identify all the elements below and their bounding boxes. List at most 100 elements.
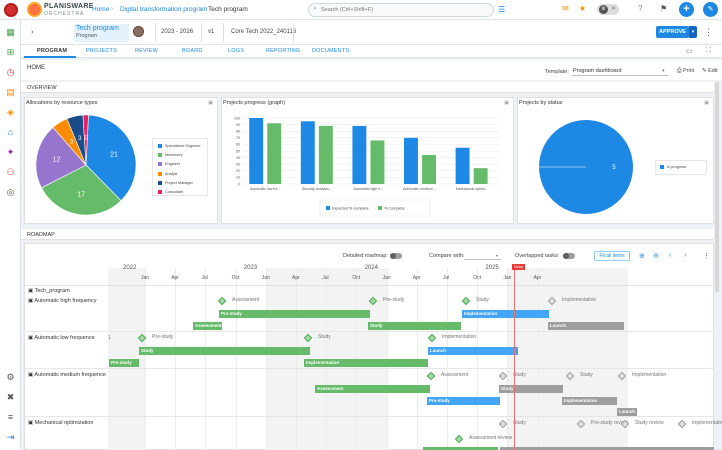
roadmap-row-label[interactable]: ▣ Automatic low frequence: [28, 335, 95, 341]
close-icon[interactable]: ✕: [611, 6, 617, 12]
tab-projects[interactable]: PROJECTS: [86, 48, 117, 54]
bar[interactable]: [404, 137, 418, 184]
tools-icon[interactable]: ✖: [6, 392, 15, 402]
bar[interactable]: [473, 168, 488, 184]
task-bar[interactable]: Implementation: [562, 397, 617, 405]
task-bar[interactable]: Pre-study: [109, 359, 139, 367]
today-line: [514, 268, 515, 450]
chevron-right-icon[interactable]: ›: [684, 252, 687, 259]
sliders-icon[interactable]: ≡: [7, 412, 14, 422]
approve-button[interactable]: APPROVE: [656, 26, 689, 38]
pie-slice[interactable]: [82, 114, 89, 166]
roadmap-row-label[interactable]: ▣ Automatic high frequency: [28, 298, 97, 304]
user-avatar[interactable]: [4, 3, 18, 17]
roadmap-row-label[interactable]: ▣ Automatic medium frequence: [28, 372, 106, 378]
bar[interactable]: [300, 121, 315, 184]
task-bar[interactable]: Pre-study: [427, 397, 500, 405]
more-vertical-icon[interactable]: ⋮: [704, 27, 713, 37]
bar[interactable]: [370, 140, 385, 184]
task-bar[interactable]: Launch: [548, 322, 624, 330]
overlap-toggle[interactable]: [563, 253, 575, 259]
bar[interactable]: [422, 154, 437, 184]
tab-program[interactable]: PROGRAM: [37, 48, 68, 54]
task-bar[interactable]: Assessment: [193, 322, 222, 330]
owner-avatar[interactable]: [133, 26, 144, 37]
help-icon[interactable]: ?: [638, 4, 643, 13]
tab-reporting[interactable]: REPORTING: [266, 48, 301, 54]
sidebar: [0, 20, 21, 450]
task-bar[interactable]: Assessment: [315, 385, 430, 393]
team-icon[interactable]: ⚇: [6, 167, 15, 177]
info-icon[interactable]: ▣: [504, 100, 510, 106]
clock-icon[interactable]: ◷: [6, 67, 15, 77]
task-bar[interactable]: Study: [368, 322, 461, 330]
pie-slice[interactable]: [85, 114, 137, 202]
gear-icon[interactable]: ⚙: [6, 372, 15, 382]
zoom-in-icon[interactable]: ⊕: [639, 253, 645, 260]
add-button[interactable]: +: [679, 2, 694, 17]
filter-icon[interactable]: ☰: [498, 5, 506, 14]
pin-button[interactable]: ✎: [703, 2, 718, 17]
roadmap-row-label[interactable]: ▣ Mechanical optimization: [28, 420, 94, 426]
dashboard-icon[interactable]: ▦: [6, 27, 15, 37]
more-vertical-icon[interactable]: ⋮: [703, 253, 710, 260]
task-bar[interactable]: Launch: [617, 408, 637, 416]
pie-slice[interactable]: [35, 127, 87, 189]
tab-review[interactable]: REVIEW: [135, 48, 158, 54]
chevron-left-icon[interactable]: ‹: [669, 252, 672, 259]
pie-slice[interactable]: [41, 164, 122, 216]
breadcrumb-home[interactable]: Home: [92, 6, 110, 13]
search-input[interactable]: [321, 4, 489, 16]
fullscreen-icon[interactable]: ⛶: [706, 47, 711, 54]
folder-icon[interactable]: ▤: [6, 87, 15, 97]
breadcrumb-program[interactable]: Digital transformation program: [120, 6, 208, 13]
flag-icon[interactable]: ⚑: [660, 4, 668, 13]
tab-board[interactable]: BOARD: [182, 48, 203, 54]
pie-value-label: 3: [78, 136, 82, 142]
task-bar[interactable]: Launch: [428, 347, 518, 355]
expand-chevron-icon[interactable]: ›: [31, 27, 34, 36]
star-icon[interactable]: ★: [579, 4, 587, 13]
logout-icon[interactable]: ⇥: [6, 432, 15, 442]
zoom-out-icon[interactable]: ⊖: [653, 253, 659, 260]
mail-icon[interactable]: ✉: [562, 4, 569, 13]
resources-icon[interactable]: ✦: [6, 147, 15, 157]
milestone-label: Study: [580, 372, 593, 378]
task-bar-partial[interactable]: [500, 447, 714, 450]
bar[interactable]: [267, 123, 282, 184]
settings-icon[interactable]: ⚙: [599, 5, 608, 14]
house-icon[interactable]: ⌂: [7, 127, 14, 137]
month-label: Jul: [322, 275, 329, 281]
task-bar[interactable]: Implementation: [462, 310, 549, 318]
tab-logs[interactable]: LOGS: [228, 48, 245, 54]
bar[interactable]: [318, 125, 333, 184]
finance-icon[interactable]: ◎: [6, 187, 15, 197]
task-bar[interactable]: Study: [139, 347, 310, 355]
bar[interactable]: [455, 147, 470, 184]
toggle-switch[interactable]: [597, 4, 619, 15]
print-button[interactable]: ⎙ Print: [677, 68, 695, 74]
bar[interactable]: [352, 125, 367, 184]
bar[interactable]: [249, 118, 264, 184]
approve-dropdown-button[interactable]: ▾: [689, 26, 697, 38]
y-tick-label: 70: [236, 136, 240, 140]
fit-all-button[interactable]: Fit all items: [594, 251, 630, 261]
task-bar[interactable]: Study: [499, 385, 563, 393]
edit-button[interactable]: ✎ Edit: [702, 68, 718, 74]
tab-documents[interactable]: DOCUMENTS: [312, 48, 350, 54]
projects-icon[interactable]: ⊞: [6, 47, 15, 57]
detailed-roadmap-toggle[interactable]: [390, 253, 402, 259]
scrollbar[interactable]: [715, 82, 719, 292]
pie-value-label: 5: [612, 165, 616, 171]
task-bar-partial[interactable]: [423, 447, 498, 450]
info-icon[interactable]: ▣: [208, 100, 214, 106]
print-label: Print: [682, 68, 695, 74]
template-select[interactable]: Program dashboard: [572, 67, 668, 76]
x-tick-label: Security analysis...: [302, 187, 332, 191]
task-bar[interactable]: Implementation: [304, 359, 428, 367]
task-bar[interactable]: Pre-study: [219, 310, 370, 318]
compare-select[interactable]: [464, 253, 501, 260]
info-icon[interactable]: ▣: [704, 100, 710, 106]
portfolio-icon[interactable]: ◈: [7, 107, 14, 117]
comment-icon[interactable]: ▭: [686, 48, 693, 55]
